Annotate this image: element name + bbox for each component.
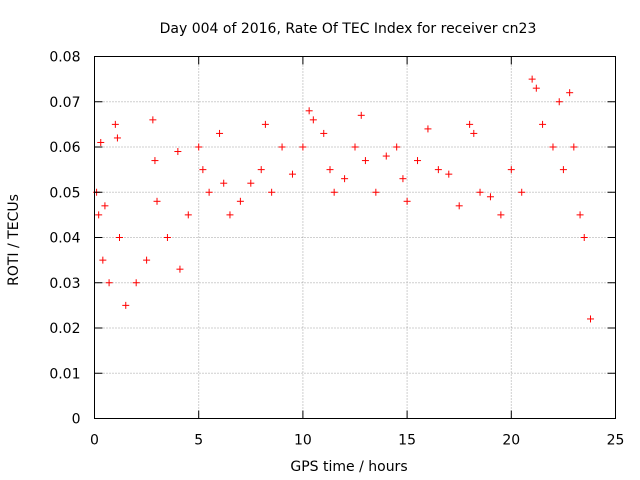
data-point — [528, 75, 536, 83]
x-tick-label: 20 — [502, 433, 520, 449]
data-point — [455, 202, 463, 210]
data-point — [195, 143, 203, 151]
data-point — [184, 211, 192, 219]
data-point — [320, 129, 328, 137]
data-point — [466, 120, 474, 128]
data-point — [497, 211, 505, 219]
data-point — [532, 84, 540, 92]
data-point — [226, 211, 234, 219]
data-point — [299, 143, 307, 151]
data-point — [268, 188, 276, 196]
data-point — [216, 129, 224, 137]
data-point — [486, 193, 494, 201]
data-point — [434, 166, 442, 174]
data-point — [99, 256, 107, 264]
data-point — [570, 143, 578, 151]
data-point — [580, 234, 588, 241]
data-point — [220, 179, 228, 187]
data-point — [351, 143, 359, 151]
data-point — [247, 179, 255, 187]
data-point — [470, 129, 478, 137]
data-point — [122, 301, 130, 309]
y-tick-label: 0.04 — [49, 231, 80, 247]
x-tick-labels: 0 5 10 15 20 25 — [90, 433, 624, 449]
data-point — [174, 148, 182, 156]
data-point — [341, 175, 349, 183]
x-tick-label: 0 — [90, 433, 99, 449]
data-point — [393, 143, 401, 151]
data-point — [105, 279, 113, 287]
data-point — [414, 157, 422, 165]
data-point — [143, 256, 151, 264]
data-point — [278, 143, 286, 151]
data-point — [257, 166, 265, 174]
data-point — [113, 134, 121, 142]
data-point — [199, 166, 207, 174]
chart-title: Day 004 of 2016, Rate Of TEC Index for r… — [160, 21, 537, 37]
data-point — [445, 170, 453, 178]
data-point — [326, 166, 334, 174]
y-tick-label: 0.02 — [49, 321, 80, 337]
data-point — [382, 152, 390, 160]
data-point — [559, 166, 567, 174]
data-point — [205, 188, 213, 196]
data-point — [153, 197, 161, 205]
x-tick-label: 5 — [194, 433, 203, 449]
data-point — [101, 202, 109, 210]
data-point — [95, 211, 103, 219]
data-point — [586, 315, 594, 323]
data-point — [236, 197, 244, 205]
data-point — [288, 170, 296, 178]
y-tick-label: 0 — [72, 412, 81, 428]
grid — [94, 56, 616, 419]
data-point — [507, 166, 515, 174]
scatter-points — [93, 75, 594, 323]
y-tick-label: 0.03 — [49, 276, 80, 292]
data-point — [476, 188, 484, 196]
x-tick-label: 15 — [398, 433, 416, 449]
data-point — [309, 116, 317, 124]
y-axis-title: ROTI / TECUs — [6, 194, 22, 286]
data-point — [566, 89, 574, 97]
data-point — [151, 157, 159, 165]
data-point — [361, 157, 369, 165]
data-point — [576, 211, 584, 219]
data-point — [111, 120, 119, 128]
data-point — [555, 98, 563, 106]
data-point — [539, 120, 547, 128]
data-point — [357, 111, 365, 119]
data-point — [305, 107, 313, 115]
data-point — [132, 279, 140, 287]
data-point — [176, 265, 184, 273]
y-tick-labels: 0 0.01 0.02 0.03 0.04 0.05 0.06 0.07 0.08 — [49, 50, 80, 428]
y-tick-label: 0.06 — [49, 140, 80, 156]
y-tick-label: 0.05 — [49, 185, 80, 201]
axis-ticks — [94, 56, 616, 419]
x-tick-label: 10 — [294, 433, 312, 449]
data-point — [424, 125, 432, 133]
data-point — [372, 188, 380, 196]
y-tick-label: 0.01 — [49, 366, 80, 382]
data-point — [330, 188, 338, 196]
x-tick-label: 25 — [607, 433, 625, 449]
y-tick-label: 0.07 — [49, 95, 80, 111]
data-point — [399, 175, 407, 183]
data-point — [403, 197, 411, 205]
data-point — [549, 143, 557, 151]
x-axis-title: GPS time / hours — [290, 459, 407, 475]
data-point — [149, 116, 157, 124]
data-point — [97, 138, 105, 146]
data-point — [116, 234, 124, 241]
data-point — [518, 188, 526, 196]
data-point — [261, 120, 269, 128]
y-tick-label: 0.08 — [49, 50, 80, 66]
data-point — [163, 234, 171, 241]
